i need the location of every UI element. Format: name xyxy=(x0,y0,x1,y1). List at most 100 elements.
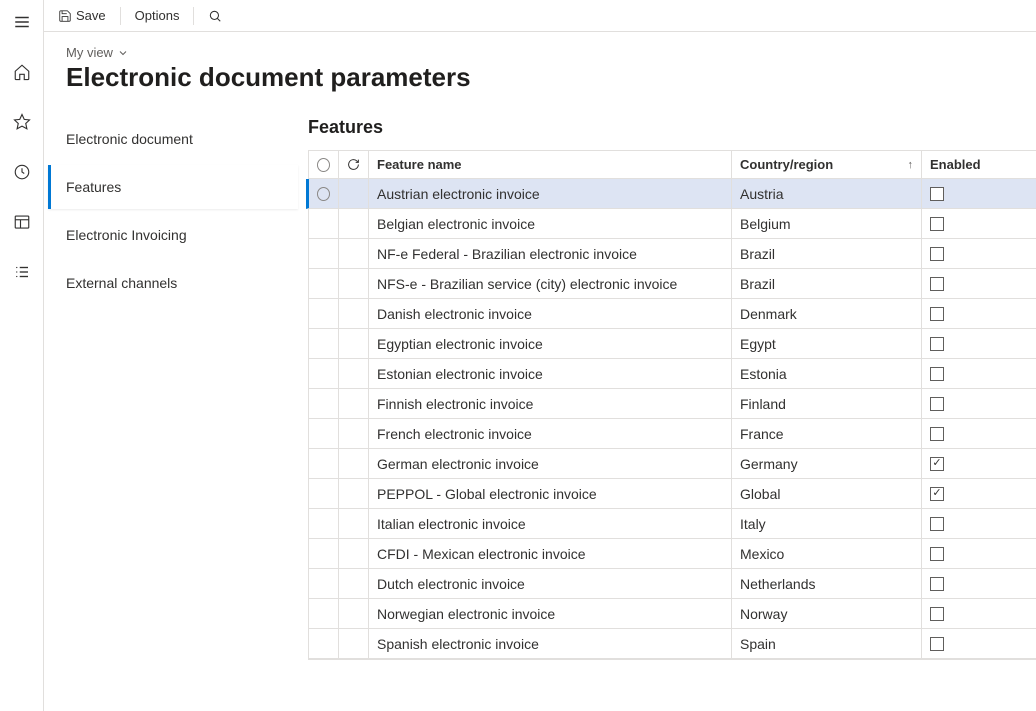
select-all-radio[interactable] xyxy=(317,158,330,172)
row-country: France xyxy=(732,419,922,448)
enabled-checkbox[interactable] xyxy=(930,637,944,651)
row-enabled-cell[interactable] xyxy=(922,629,1036,658)
row-feature-name: Norwegian electronic invoice xyxy=(369,599,732,628)
col-refresh[interactable] xyxy=(339,151,369,178)
row-enabled-cell[interactable] xyxy=(922,389,1036,418)
enabled-checkbox[interactable] xyxy=(930,487,944,501)
row-country: Italy xyxy=(732,509,922,538)
table-row[interactable]: NF-e Federal - Brazilian electronic invo… xyxy=(309,239,1036,269)
table-row[interactable]: German electronic invoiceGermany xyxy=(309,449,1036,479)
workspace-icon[interactable] xyxy=(4,204,40,240)
row-select-cell[interactable] xyxy=(309,299,339,328)
enabled-checkbox[interactable] xyxy=(930,547,944,561)
enabled-checkbox[interactable] xyxy=(930,457,944,471)
row-select-cell[interactable] xyxy=(309,329,339,358)
row-radio[interactable] xyxy=(317,187,330,201)
options-button[interactable]: Options xyxy=(129,6,186,25)
row-enabled-cell[interactable] xyxy=(922,209,1036,238)
row-enabled-cell[interactable] xyxy=(922,569,1036,598)
col-enabled[interactable]: Enabled xyxy=(922,151,1036,178)
page-title: Electronic document parameters xyxy=(66,62,1014,93)
row-select-cell[interactable] xyxy=(309,419,339,448)
side-nav-item[interactable]: Electronic document xyxy=(48,117,298,161)
table-row[interactable]: Finnish electronic invoiceFinland xyxy=(309,389,1036,419)
enabled-checkbox[interactable] xyxy=(930,187,944,201)
enabled-checkbox[interactable] xyxy=(930,577,944,591)
enabled-checkbox[interactable] xyxy=(930,427,944,441)
row-enabled-cell[interactable] xyxy=(922,479,1036,508)
row-enabled-cell[interactable] xyxy=(922,179,1036,208)
col-feature-name[interactable]: Feature name xyxy=(369,151,732,178)
row-select-cell[interactable] xyxy=(309,209,339,238)
col-country[interactable]: Country/region ↑ xyxy=(732,151,922,178)
row-select-cell[interactable] xyxy=(309,269,339,298)
row-feature-name: Estonian electronic invoice xyxy=(369,359,732,388)
table-row[interactable]: Belgian electronic invoiceBelgium xyxy=(309,209,1036,239)
enabled-checkbox[interactable] xyxy=(930,277,944,291)
row-select-cell[interactable] xyxy=(309,359,339,388)
side-nav-item[interactable]: Electronic Invoicing xyxy=(48,213,298,257)
row-enabled-cell[interactable] xyxy=(922,359,1036,388)
modules-icon[interactable] xyxy=(4,254,40,290)
row-enabled-cell[interactable] xyxy=(922,329,1036,358)
row-select-cell[interactable] xyxy=(309,569,339,598)
row-select-cell[interactable] xyxy=(309,539,339,568)
enabled-checkbox[interactable] xyxy=(930,367,944,381)
row-enabled-cell[interactable] xyxy=(922,269,1036,298)
page-header: My view Electronic document parameters xyxy=(44,32,1036,103)
enabled-checkbox[interactable] xyxy=(930,517,944,531)
enabled-checkbox[interactable] xyxy=(930,337,944,351)
row-enabled-cell[interactable] xyxy=(922,599,1036,628)
enabled-checkbox[interactable] xyxy=(930,397,944,411)
row-select-cell[interactable] xyxy=(309,509,339,538)
row-select-cell[interactable] xyxy=(309,449,339,478)
row-select-cell[interactable] xyxy=(309,179,339,208)
clock-icon[interactable] xyxy=(4,154,40,190)
search-button[interactable] xyxy=(202,7,228,25)
row-select-cell[interactable] xyxy=(309,479,339,508)
row-enabled-cell[interactable] xyxy=(922,509,1036,538)
enabled-checkbox[interactable] xyxy=(930,217,944,231)
row-country: Mexico xyxy=(732,539,922,568)
table-row[interactable]: PEPPOL - Global electronic invoiceGlobal xyxy=(309,479,1036,509)
row-feature-name: Egyptian electronic invoice xyxy=(369,329,732,358)
home-icon[interactable] xyxy=(4,54,40,90)
row-status-cell xyxy=(339,209,369,238)
table-row[interactable]: Austrian electronic invoiceAustria xyxy=(306,179,1036,209)
table-row[interactable]: Dutch electronic invoiceNetherlands xyxy=(309,569,1036,599)
row-select-cell[interactable] xyxy=(309,389,339,418)
table-row[interactable]: Danish electronic invoiceDenmark xyxy=(309,299,1036,329)
enabled-checkbox[interactable] xyxy=(930,247,944,261)
row-enabled-cell[interactable] xyxy=(922,539,1036,568)
col-select-all[interactable] xyxy=(309,151,339,178)
table-row[interactable]: NFS-e - Brazilian service (city) electro… xyxy=(309,269,1036,299)
view-switcher[interactable]: My view xyxy=(66,45,129,60)
row-feature-name: Spanish electronic invoice xyxy=(369,629,732,658)
enabled-checkbox[interactable] xyxy=(930,307,944,321)
save-button[interactable]: Save xyxy=(52,6,112,25)
chevron-down-icon xyxy=(117,47,129,59)
row-country: Global xyxy=(732,479,922,508)
side-nav-item[interactable]: Features xyxy=(48,165,298,209)
row-enabled-cell[interactable] xyxy=(922,239,1036,268)
table-row[interactable]: French electronic invoiceFrance xyxy=(309,419,1036,449)
table-row[interactable]: Estonian electronic invoiceEstonia xyxy=(309,359,1036,389)
row-enabled-cell[interactable] xyxy=(922,419,1036,448)
search-icon xyxy=(208,9,222,23)
table-row[interactable]: Italian electronic invoiceItaly xyxy=(309,509,1036,539)
row-enabled-cell[interactable] xyxy=(922,449,1036,478)
row-select-cell[interactable] xyxy=(309,629,339,658)
row-select-cell[interactable] xyxy=(309,239,339,268)
row-select-cell[interactable] xyxy=(309,599,339,628)
table-row[interactable]: Norwegian electronic invoiceNorway xyxy=(309,599,1036,629)
hamburger-icon[interactable] xyxy=(4,4,40,40)
side-nav-item[interactable]: External channels xyxy=(48,261,298,305)
row-country: Denmark xyxy=(732,299,922,328)
star-icon[interactable] xyxy=(4,104,40,140)
enabled-checkbox[interactable] xyxy=(930,607,944,621)
row-enabled-cell[interactable] xyxy=(922,299,1036,328)
table-row[interactable]: Egyptian electronic invoiceEgypt xyxy=(309,329,1036,359)
table-row[interactable]: Spanish electronic invoiceSpain xyxy=(309,629,1036,659)
table-row[interactable]: CFDI - Mexican electronic invoiceMexico xyxy=(309,539,1036,569)
row-country: Finland xyxy=(732,389,922,418)
